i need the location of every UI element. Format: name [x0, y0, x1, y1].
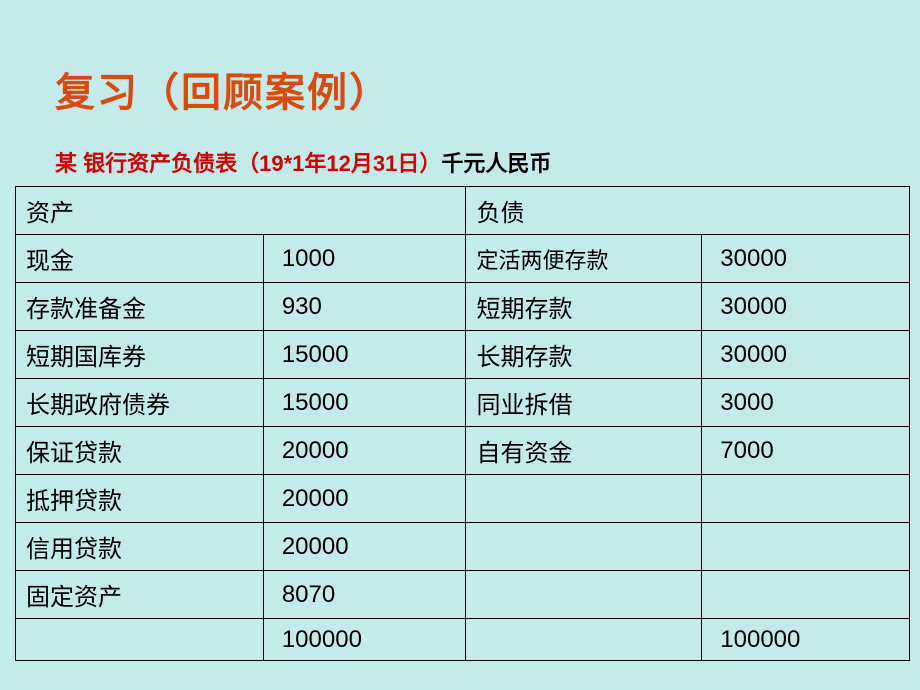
cell-liability-value: [702, 475, 910, 523]
cell-liability-value: [702, 523, 910, 571]
cell-liability-name: [465, 619, 702, 661]
cell-asset-name: 存款准备金: [16, 283, 264, 331]
cell-asset-value: 8070: [263, 571, 465, 619]
cell-asset-name: 固定资产: [16, 571, 264, 619]
cell-liability-name: [465, 475, 702, 523]
cell-liability-value: 30000: [702, 283, 910, 331]
cell-liability-name: 同业拆借: [465, 379, 702, 427]
table-row: 长期政府债券 15000 同业拆借 3000: [16, 379, 910, 427]
cell-liability-name: 定活两便存款: [465, 235, 702, 283]
table-row: 存款准备金 930 短期存款 30000: [16, 283, 910, 331]
header-assets: 资产: [16, 187, 466, 235]
table-row: 信用贷款 20000: [16, 523, 910, 571]
table-header-row: 资产 负债: [16, 187, 910, 235]
cell-asset-value: 15000: [263, 331, 465, 379]
table-row: 保证贷款 20000 自有资金 7000: [16, 427, 910, 475]
slide-container: 复习（回顾案例） 某 银行资产负债表（19*1年12月31日）千元人民币 资产 …: [0, 0, 920, 661]
cell-liability-total: 100000: [702, 619, 910, 661]
cell-asset-name: 现金: [16, 235, 264, 283]
cell-asset-name: 保证贷款: [16, 427, 264, 475]
cell-liability-name: 自有资金: [465, 427, 702, 475]
table-row: 抵押贷款 20000: [16, 475, 910, 523]
subtitle-red: 某 银行资产负债表（19*1年12月31日）: [55, 151, 441, 176]
slide-title: 复习（回顾案例）: [55, 60, 905, 118]
cell-asset-total: 100000: [263, 619, 465, 661]
cell-asset-value: 1000: [263, 235, 465, 283]
cell-liability-value: [702, 571, 910, 619]
cell-liability-value: 3000: [702, 379, 910, 427]
cell-asset-name: [16, 619, 264, 661]
table-row: 固定资产 8070: [16, 571, 910, 619]
subtitle-black: 千元人民币: [441, 151, 551, 176]
header-liabilities: 负债: [465, 187, 910, 235]
cell-asset-name: 短期国库券: [16, 331, 264, 379]
cell-liability-name: 长期存款: [465, 331, 702, 379]
cell-asset-value: 20000: [263, 427, 465, 475]
cell-liability-name: [465, 523, 702, 571]
table-row: 现金 1000 定活两便存款 30000: [16, 235, 910, 283]
cell-liability-value: 30000: [702, 235, 910, 283]
cell-asset-name: 抵押贷款: [16, 475, 264, 523]
balance-sheet-table: 资产 负债 现金 1000 定活两便存款 30000 存款准备金 930 短期存…: [15, 186, 910, 661]
cell-asset-value: 20000: [263, 523, 465, 571]
cell-asset-value: 15000: [263, 379, 465, 427]
table-total-row: 100000 100000: [16, 619, 910, 661]
cell-liability-value: 30000: [702, 331, 910, 379]
cell-liability-name: [465, 571, 702, 619]
cell-asset-name: 长期政府债券: [16, 379, 264, 427]
table-row: 短期国库券 15000 长期存款 30000: [16, 331, 910, 379]
cell-liability-name: 短期存款: [465, 283, 702, 331]
slide-subtitle: 某 银行资产负债表（19*1年12月31日）千元人民币: [55, 146, 905, 178]
cell-asset-name: 信用贷款: [16, 523, 264, 571]
cell-liability-value: 7000: [702, 427, 910, 475]
cell-asset-value: 930: [263, 283, 465, 331]
cell-asset-value: 20000: [263, 475, 465, 523]
